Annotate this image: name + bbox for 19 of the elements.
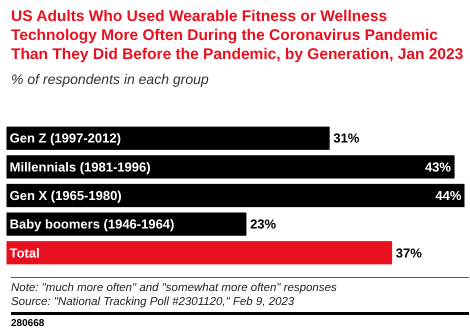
- data-label: 31%: [333, 130, 360, 146]
- y-tick-label: Total: [10, 245, 40, 260]
- bar: [6, 184, 464, 208]
- y-tick-label: Millennials (1981-1996): [10, 159, 151, 174]
- data-label: 44%: [435, 188, 462, 203]
- y-tick-label: Gen X (1965-1980): [10, 188, 122, 203]
- chart-title: US Adults Who Used Wearable Fitness or Wellness Technology More Often During the Coronavirus Pandemic Than They Did Before the Pandemic, by Generation, Jan 2023: [11, 7, 464, 64]
- text: 280668: [11, 312, 469, 332]
- data-label: 37%: [396, 245, 422, 260]
- y-tick-label: Baby boomers (1946-1964): [10, 216, 174, 232]
- source-note: Source: "National Tracking Poll #2301120," Feb 9, 2023: [11, 296, 294, 308]
- y-tick-label: Gen Z (1997-2012): [10, 130, 121, 146]
- bar: [6, 155, 455, 179]
- data-label: 23%: [250, 216, 277, 232]
- text: Note: "much more often" and "somewhat more often" responses: [11, 282, 337, 294]
- chart-subtitle: % of respondents in each group: [11, 70, 210, 89]
- data-label: 43%: [424, 159, 452, 174]
- bar: [6, 126, 330, 150]
- bar: [6, 241, 392, 264]
